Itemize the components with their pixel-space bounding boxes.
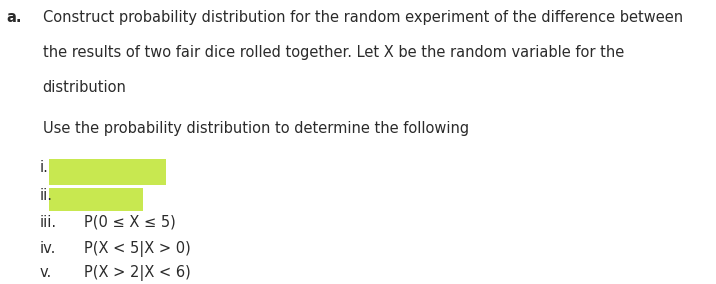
Text: Use the probability distribution to determine the following: Use the probability distribution to dete… [43,121,469,136]
Text: P(0 ≤ X ≤ 5): P(0 ≤ X ≤ 5) [84,215,175,230]
Text: the results of two fair dice rolled together. Let X be the random variable for t: the results of two fair dice rolled toge… [43,45,624,60]
Text: ii.: ii. [39,187,53,202]
Text: Construct probability distribution for the random experiment of the difference b: Construct probability distribution for t… [43,10,683,24]
Text: iii.: iii. [39,215,57,230]
FancyBboxPatch shape [49,159,166,185]
Text: a.: a. [6,10,21,24]
Text: distribution: distribution [43,80,127,95]
Text: iv.: iv. [39,241,56,256]
FancyBboxPatch shape [49,187,142,211]
Text: v.: v. [39,265,52,280]
Text: i.: i. [39,160,49,176]
Text: P(X > 2|X < 6): P(X > 2|X < 6) [84,265,190,281]
Text: P(X < 5|X > 0): P(X < 5|X > 0) [84,241,190,256]
